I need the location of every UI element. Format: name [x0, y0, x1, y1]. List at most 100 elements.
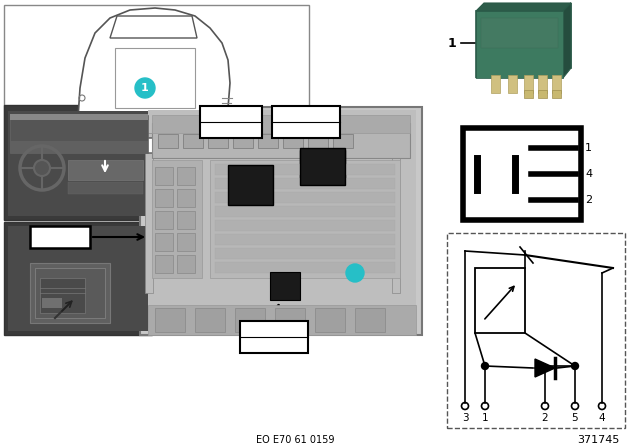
Text: 371745: 371745 [577, 435, 619, 445]
Bar [215, 220, 395, 231]
Text: 1: 1 [482, 413, 488, 423]
Bar [10, 114, 148, 120]
Text: 1: 1 [141, 83, 149, 93]
Bar [35, 268, 105, 318]
Bar [148, 110, 416, 328]
Bar [355, 308, 385, 332]
Bar [40, 278, 85, 313]
Polygon shape [476, 3, 571, 78]
Bar [300, 148, 345, 185]
Text: K37: K37 [260, 319, 287, 332]
Bar [8, 111, 148, 216]
Bar [30, 226, 90, 248]
Bar [524, 90, 533, 98]
Bar [270, 272, 300, 300]
Bar [308, 134, 328, 148]
Bar [215, 192, 395, 203]
Text: X11006: X11006 [253, 338, 295, 348]
Bar [240, 321, 308, 353]
Bar [177, 189, 195, 207]
Circle shape [34, 160, 50, 176]
Bar [215, 206, 395, 217]
Text: K91: K91 [292, 104, 319, 117]
Circle shape [346, 264, 364, 282]
Bar [235, 308, 265, 332]
Polygon shape [110, 16, 197, 38]
Bar [183, 134, 203, 148]
Bar [215, 234, 395, 245]
Text: 1: 1 [351, 268, 358, 278]
Bar [155, 211, 173, 229]
Bar [42, 298, 62, 308]
Text: EO E70 61 0159: EO E70 61 0159 [256, 435, 334, 445]
Bar [148, 305, 416, 335]
Bar [215, 262, 395, 273]
Bar [275, 308, 305, 332]
Polygon shape [563, 3, 571, 78]
Circle shape [572, 362, 579, 370]
Bar [215, 164, 395, 175]
Circle shape [481, 362, 488, 370]
Bar [8, 226, 148, 331]
Bar [145, 133, 153, 293]
Bar [552, 90, 561, 98]
Bar [152, 123, 410, 158]
Bar [30, 263, 110, 323]
Bar [508, 75, 517, 93]
Bar [538, 90, 547, 98]
Bar [155, 189, 173, 207]
Bar [491, 75, 500, 93]
Bar [552, 75, 561, 93]
Text: 2: 2 [585, 195, 592, 205]
Text: 3: 3 [461, 413, 468, 423]
Text: X11005: X11005 [285, 123, 327, 133]
Text: 5: 5 [572, 413, 579, 423]
Bar [195, 308, 225, 332]
Polygon shape [78, 8, 230, 155]
Bar [200, 106, 262, 138]
Bar [215, 178, 395, 189]
Text: K2: K2 [222, 104, 240, 117]
Bar [463, 128, 581, 220]
Bar [177, 233, 195, 251]
Text: 1: 1 [447, 36, 456, 49]
Bar [177, 211, 195, 229]
Bar [228, 165, 273, 205]
Bar [155, 167, 173, 185]
Bar [158, 134, 178, 148]
Bar [4, 105, 152, 220]
Bar [10, 115, 148, 153]
Text: BMW: BMW [509, 23, 529, 33]
Bar [315, 308, 345, 332]
Bar [300, 150, 345, 185]
Bar [258, 134, 278, 148]
Bar [68, 160, 143, 180]
Bar [140, 107, 422, 335]
Polygon shape [112, 138, 196, 153]
Bar [152, 115, 410, 133]
Bar [524, 75, 533, 93]
Text: 5: 5 [523, 169, 530, 179]
Bar [215, 248, 395, 259]
Bar [481, 18, 558, 48]
Text: A4010: A4010 [40, 232, 80, 242]
Bar [233, 134, 253, 148]
Polygon shape [476, 3, 571, 11]
Bar [155, 308, 185, 332]
Bar [447, 233, 625, 428]
Bar [538, 75, 547, 93]
Text: 4: 4 [585, 169, 592, 179]
Bar [177, 255, 195, 273]
Bar [4, 5, 309, 220]
Bar [177, 167, 195, 185]
Bar [155, 233, 173, 251]
Text: 3: 3 [485, 169, 492, 179]
Bar [210, 160, 400, 278]
Bar [68, 182, 143, 194]
Bar [475, 268, 525, 333]
Bar [10, 141, 148, 153]
Bar [272, 106, 340, 138]
Text: GROUP: GROUP [508, 35, 530, 40]
Text: 4: 4 [598, 413, 605, 423]
Text: X11002: X11002 [210, 123, 252, 133]
